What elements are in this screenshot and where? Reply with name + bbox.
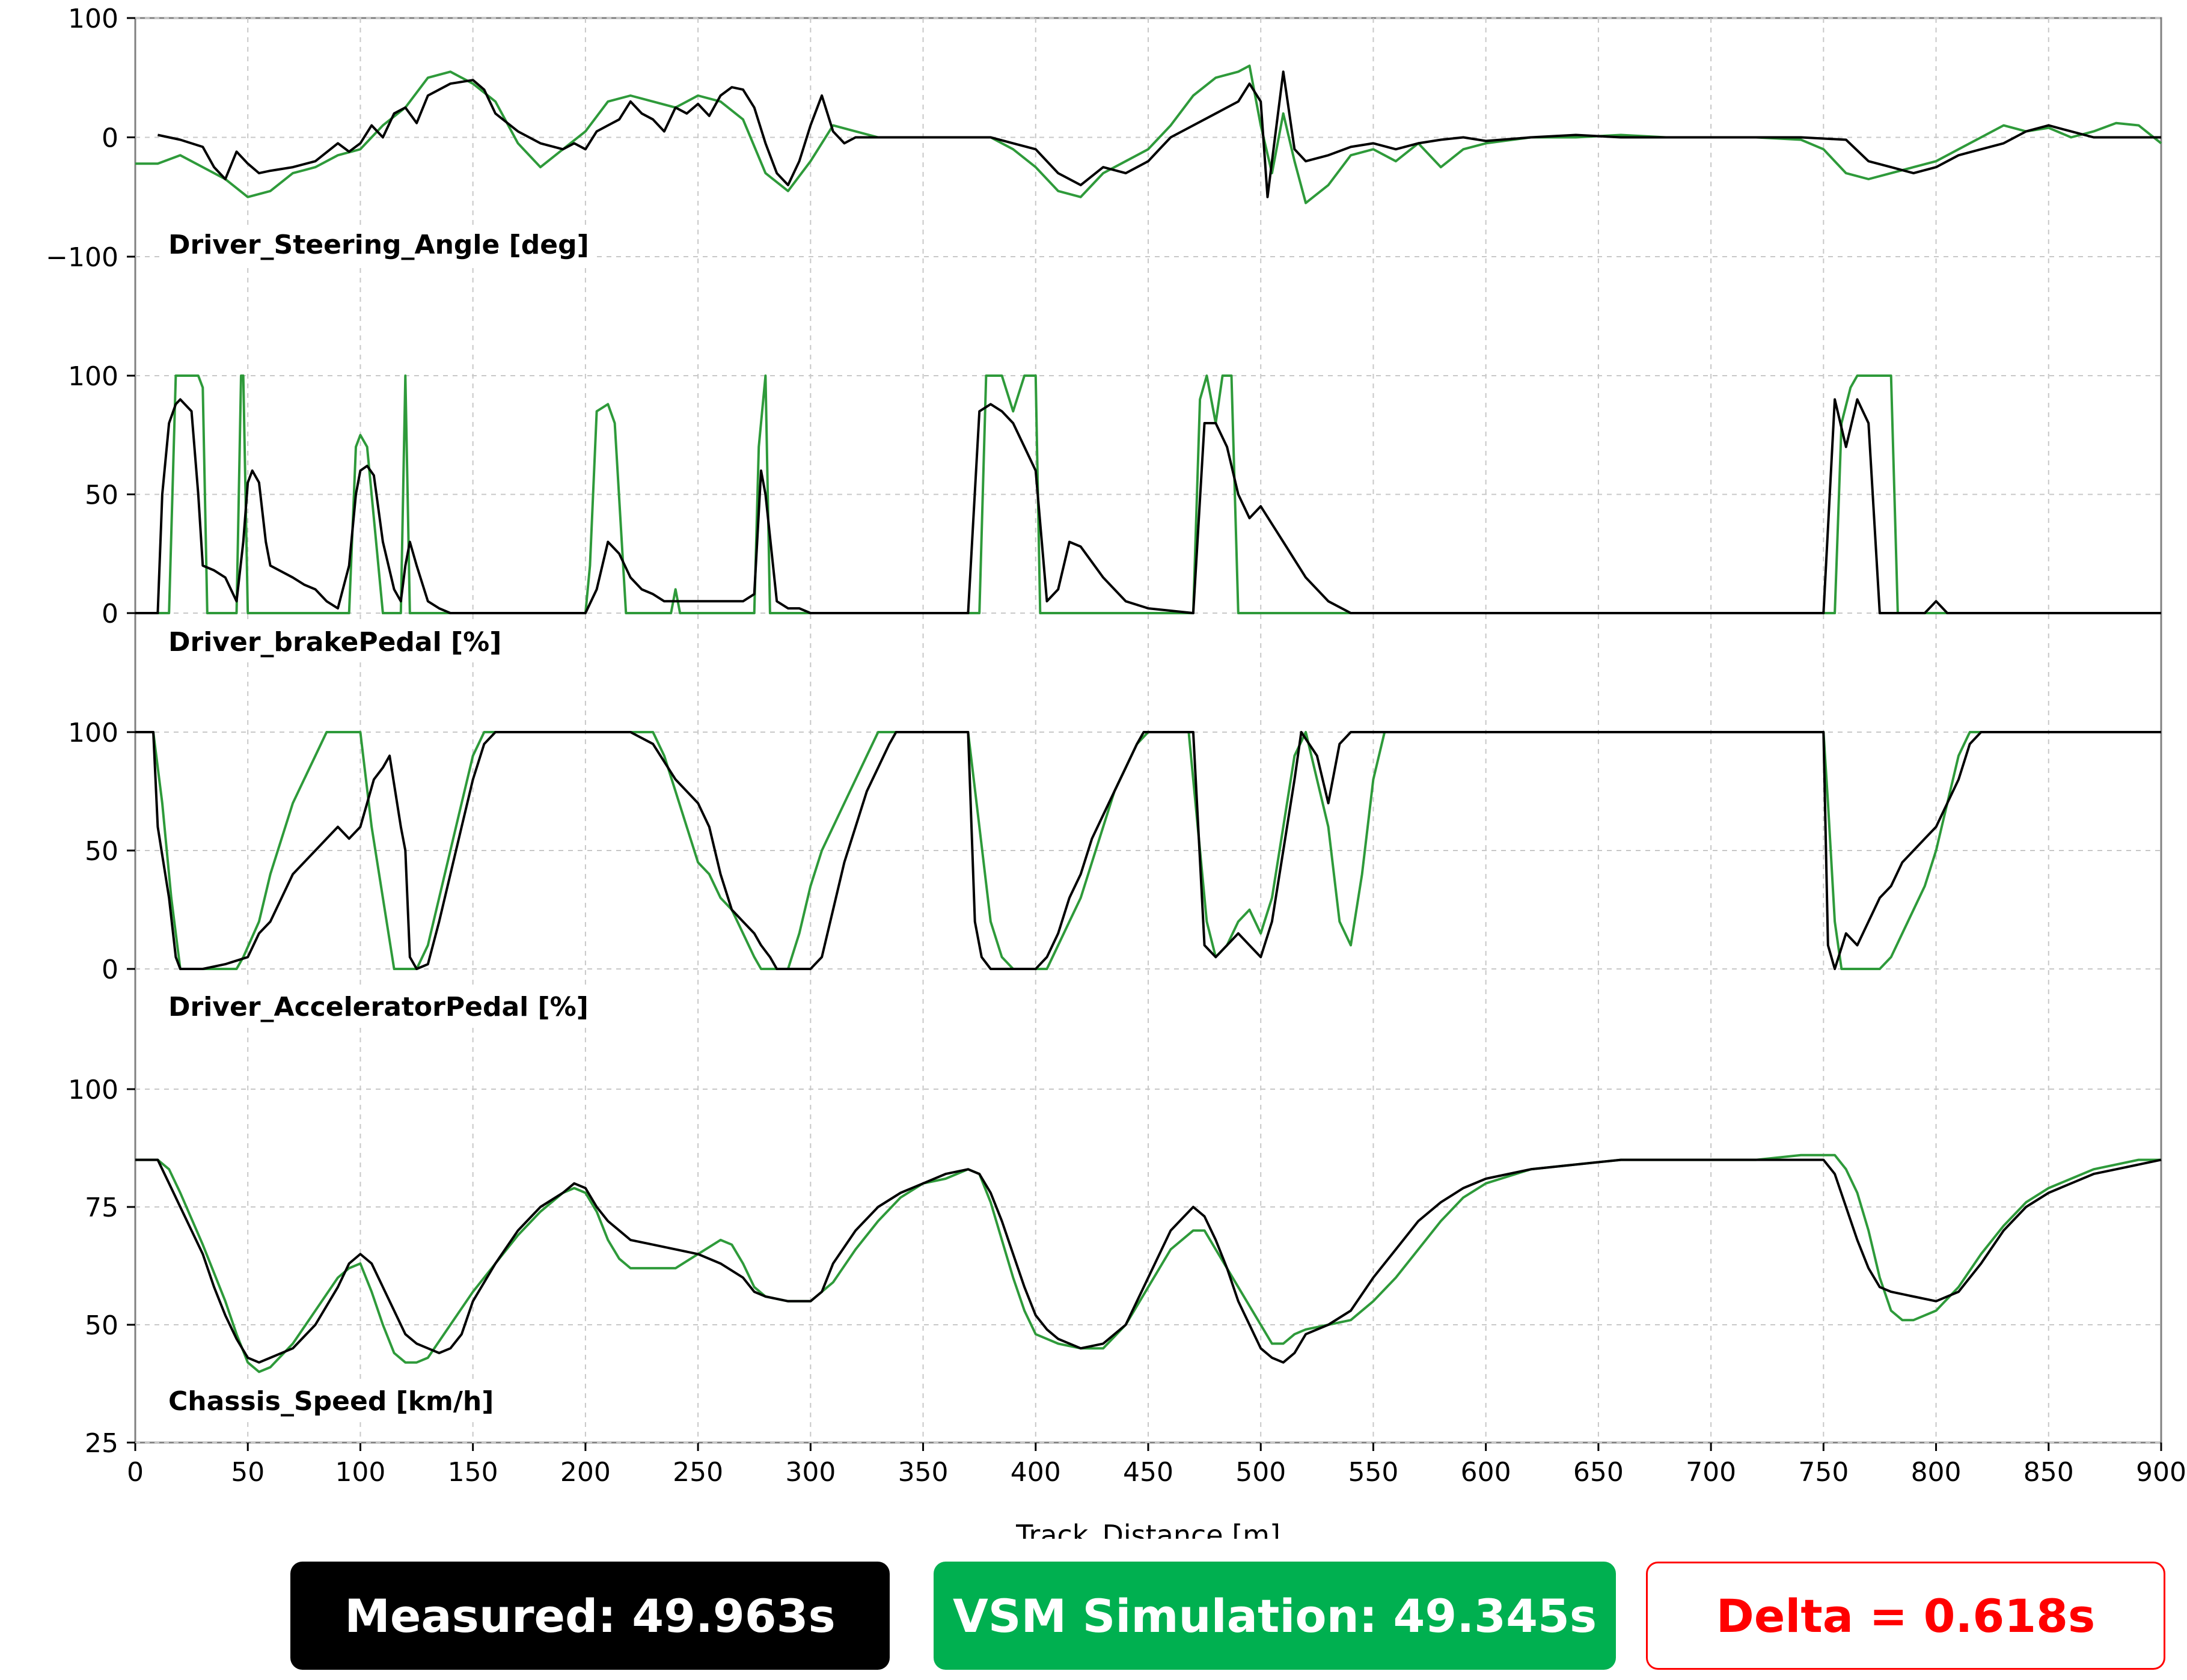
x-tick-label: 100: [335, 1457, 385, 1488]
panel-label-background: [162, 226, 595, 264]
x-tick-label: 250: [673, 1457, 723, 1488]
simulation-series-line: [135, 64, 2162, 204]
x-tick-label: 150: [448, 1457, 498, 1488]
x-tick-label: 300: [785, 1457, 836, 1488]
y-tick-label: 25: [85, 1428, 118, 1459]
x-tick-label: 350: [898, 1457, 949, 1488]
measured-series-line: [135, 731, 2161, 970]
y-tick-label: 75: [85, 1193, 118, 1223]
x-tick-label: 850: [2023, 1457, 2074, 1488]
y-tick-label: 50: [85, 1310, 118, 1341]
x-tick-label: 450: [1123, 1457, 1173, 1488]
y-tick-label: 0: [102, 123, 118, 154]
measured-time-badge: Measured: 49.963s: [290, 1562, 890, 1670]
x-tick-label: 650: [1573, 1457, 1624, 1488]
panel-label-background: [162, 623, 508, 661]
simulation-time-badge: VSM Simulation: 49.345s: [934, 1562, 1616, 1670]
x-tick-label: 600: [1461, 1457, 1511, 1488]
panel-label: Chassis_Speed [km/h]: [168, 1386, 494, 1417]
simulation-series-line: [135, 731, 2161, 970]
labels: 0 50 100 150 200 250 300 350 400 450 500 550 600 650 7…: [46, 4, 2186, 1539]
series: [135, 64, 2162, 1373]
x-tick-label: 800: [1911, 1457, 1962, 1488]
measured-series-line: [157, 70, 2161, 198]
x-tick-label: 400: [1011, 1457, 1061, 1488]
panel-label: Driver_AcceleratorPedal [%]: [168, 992, 589, 1022]
x-tick-label: 500: [1235, 1457, 1286, 1488]
y-tick-label: 50: [85, 836, 118, 867]
x-tick-label: 550: [1348, 1457, 1398, 1488]
delta-time-badge: Delta = 0.618s: [1646, 1562, 2165, 1670]
telemetry-chart: 0 50 100 150 200 250 300 350 400 450 500 550 600 650 7…: [46, 4, 2186, 1539]
x-tick-label: 750: [1798, 1457, 1849, 1488]
y-tick-label: 0: [102, 599, 118, 629]
measured-series-line: [135, 398, 2161, 614]
y-tick-label: 0: [102, 955, 118, 985]
x-axis-label: Track_Distance [m]: [1015, 1519, 1280, 1539]
y-tick-label: 100: [68, 718, 118, 748]
panel-label-background: [162, 1382, 500, 1420]
panel-label-background: [162, 988, 595, 1026]
measured-series-line: [135, 1158, 2162, 1364]
y-tick-label: 50: [85, 480, 118, 511]
panel-label: Driver_brakePedal [%]: [168, 627, 501, 658]
y-tick-label: −100: [46, 242, 118, 273]
x-tick-label: 50: [231, 1457, 265, 1488]
simulation-series-line: [135, 1153, 2161, 1373]
x-tick-label: 700: [1686, 1457, 1736, 1488]
y-tick-label: 100: [68, 4, 118, 34]
x-tick-label: 0: [127, 1457, 144, 1488]
y-tick-label: 100: [68, 361, 118, 392]
x-tick-label: 200: [560, 1457, 611, 1488]
y-tick-label: 100: [68, 1075, 118, 1105]
x-tick-label: 900: [2136, 1457, 2186, 1488]
grid: [127, 17, 2162, 1451]
panel-label: Driver_Steering_Angle [deg]: [168, 230, 589, 260]
